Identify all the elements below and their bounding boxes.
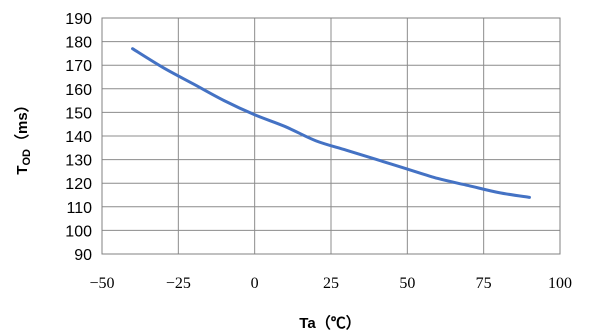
y-axis-title-main: T <box>14 166 31 175</box>
y-tick-label: 180 <box>65 35 92 52</box>
x-tick-label: −50 <box>89 275 114 292</box>
y-tick-label: 110 <box>66 200 92 217</box>
y-axis-title-unit: （ms） <box>13 97 31 149</box>
y-tick-label: 120 <box>65 176 92 193</box>
x-tick-label: 0 <box>251 275 259 292</box>
x-tick-label: 75 <box>476 275 492 292</box>
y-tick-label: 170 <box>65 58 92 75</box>
x-axis-ticks: −50 −25 0 25 50 75 100 <box>89 275 572 292</box>
series-layer <box>131 47 531 199</box>
y-tick-label: 100 <box>65 223 92 240</box>
plot-frame <box>101 17 561 255</box>
y-tick-label: 130 <box>65 153 92 170</box>
series-line <box>131 47 531 199</box>
y-axis-title: TOD（ms） <box>13 97 33 174</box>
x-axis-title: Ta（℃） <box>299 314 360 332</box>
y-tick-label: 190 <box>65 11 92 28</box>
y-tick-label: 150 <box>65 105 92 122</box>
x-tick-label: 50 <box>399 275 415 292</box>
x-tick-label: 25 <box>323 275 339 292</box>
x-tick-label: 100 <box>548 275 572 292</box>
x-tick-label: −25 <box>166 275 191 292</box>
y-tick-label: 90 <box>74 247 92 264</box>
y-axis-ticks: 90 100 110 120 130 140 150 160 170 180 190 <box>65 11 92 264</box>
y-tick-label: 140 <box>65 129 92 146</box>
grid <box>101 17 561 255</box>
y-axis-title-subscript: OD <box>21 149 33 166</box>
y-tick-label: 160 <box>65 82 92 99</box>
